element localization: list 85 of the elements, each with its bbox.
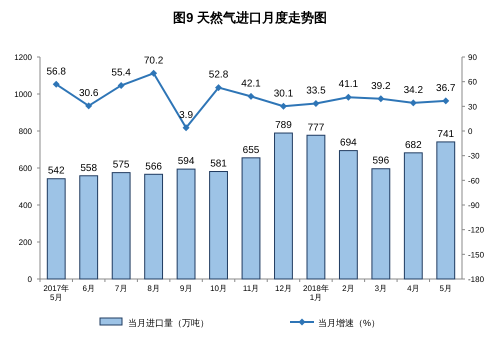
- point: [150, 70, 158, 77]
- data-label: 70.2: [144, 55, 164, 66]
- x-tick-label: 3月: [374, 284, 388, 293]
- bar: [338, 150, 358, 280]
- x-tick-label: 7月: [114, 284, 128, 293]
- point: [118, 82, 125, 89]
- point: [215, 84, 222, 92]
- x-tick-label: 2018年 1月: [303, 284, 329, 302]
- point: [182, 124, 190, 132]
- x-tick-label: 2月: [342, 284, 355, 293]
- data-label: 566: [145, 161, 162, 172]
- data-label: 30.1: [274, 88, 294, 100]
- x-tick-label: 4月: [407, 284, 420, 293]
- bar: [46, 178, 66, 280]
- y-tick-label: 600: [18, 164, 33, 173]
- data-label: 655: [242, 144, 260, 156]
- y2-tick-label: 0: [468, 127, 473, 136]
- data-label: 33.5: [306, 85, 326, 96]
- y-tick-label: 200: [18, 238, 33, 247]
- point: [377, 95, 384, 102]
- chart-title: 图9 天然气进口月度走势图: [173, 10, 327, 25]
- data-label: 41.1: [338, 79, 359, 90]
- point: [85, 102, 92, 110]
- y2-tick-label: 90: [468, 53, 478, 62]
- data-label: 558: [80, 162, 98, 174]
- data-label: 594: [178, 156, 195, 168]
- point: [442, 97, 450, 104]
- data-label: 575: [112, 160, 130, 171]
- x-tick-label: 9月: [180, 284, 192, 293]
- y2-tick-label: -180: [468, 275, 485, 284]
- x-tick-label: 8月: [147, 284, 160, 293]
- x-tick-label: 6月: [82, 284, 95, 293]
- x-tick-label: 5月: [440, 284, 452, 293]
- data-label: 596: [372, 156, 390, 167]
- data-label: 3.9: [179, 110, 194, 121]
- bar: [274, 132, 293, 280]
- point: [280, 102, 287, 110]
- legend-label: 当月增速（%）: [318, 318, 380, 328]
- bar: [242, 157, 260, 280]
- y-tick-label: 800: [18, 127, 33, 136]
- data-label: 694: [340, 138, 358, 149]
- y2-tick-label: 30: [468, 102, 478, 112]
- data-label: 56.8: [46, 66, 66, 78]
- y2-tick-label: -150: [468, 250, 485, 260]
- bar: [404, 152, 423, 280]
- bar: [306, 134, 326, 280]
- point: [344, 94, 352, 101]
- x-tick-label: 12月: [275, 284, 292, 293]
- y2-tick-label: -90: [468, 201, 480, 210]
- data-label: 789: [275, 120, 292, 132]
- x-tick-label: 10月: [210, 284, 227, 293]
- data-label: 52.8: [208, 70, 229, 81]
- y-tick-label: 1000: [14, 90, 33, 99]
- data-label: 42.1: [241, 78, 262, 90]
- point: [52, 80, 60, 88]
- bar: [371, 168, 390, 280]
- point: [248, 92, 254, 100]
- bar: [79, 175, 98, 280]
- bar: [144, 174, 164, 280]
- bar: [436, 141, 456, 280]
- x-tick-label: 11月: [242, 284, 260, 293]
- data-label: 542: [48, 166, 66, 177]
- data-label: 34.2: [404, 84, 424, 96]
- bar: [112, 172, 131, 280]
- y-tick-label: 0: [28, 275, 33, 284]
- point: [410, 99, 417, 106]
- data-label: 741: [437, 128, 455, 140]
- bar: [209, 171, 228, 280]
- y2-tick-label: -30: [468, 152, 480, 161]
- data-label: 55.4: [111, 67, 132, 78]
- y2-tick-label: -120: [468, 226, 485, 235]
- y2-tick-label: -60: [468, 176, 480, 186]
- y-tick-label: 400: [18, 201, 33, 210]
- y2-tick-label: 60: [468, 78, 478, 87]
- data-label: 30.6: [78, 88, 99, 99]
- data-label: 777: [308, 122, 325, 134]
- data-label: 581: [210, 158, 228, 170]
- data-label: 36.7: [436, 82, 456, 94]
- data-label: 39.2: [371, 80, 392, 92]
- data-label: 682: [404, 140, 422, 151]
- point: [312, 100, 320, 107]
- bar: [176, 168, 196, 280]
- x-tick-label: 2017年 5月: [43, 284, 70, 302]
- y-tick-label: 1200: [14, 53, 33, 62]
- legend-label: 当月进口量（万吨）: [128, 318, 209, 328]
